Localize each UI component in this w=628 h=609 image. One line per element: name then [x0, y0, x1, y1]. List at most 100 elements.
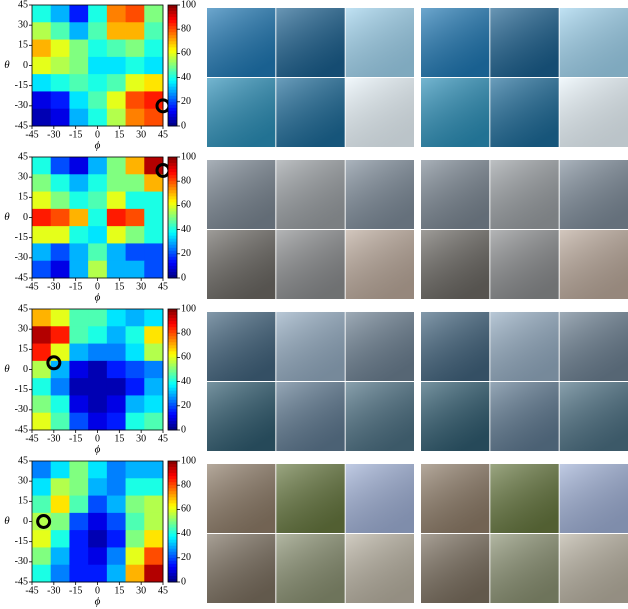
y-tick-label: 45: [18, 151, 28, 162]
colorbar-segment: [168, 421, 177, 424]
colorbar-segment: [168, 382, 177, 385]
heat-cell: [51, 226, 70, 244]
colorbar-segment: [168, 345, 177, 348]
heat-cell: [144, 243, 163, 261]
heat-cell: [69, 547, 88, 565]
heat-cell: [51, 378, 70, 396]
heat-cell: [88, 547, 107, 565]
colorbar-segment: [168, 254, 177, 257]
heat-cell: [32, 378, 51, 396]
colorbar-segment: [168, 187, 177, 190]
y-axis-label: θ: [4, 515, 10, 527]
colorbar-segment: [168, 248, 177, 251]
image-shade: [276, 312, 344, 381]
colorbar-tick-label: 100: [181, 151, 196, 162]
colorbar-segment: [168, 503, 177, 506]
heat-cell: [107, 192, 126, 210]
heat-cell: [88, 226, 107, 244]
image-shade: [490, 312, 558, 381]
colorbar-segment: [168, 50, 177, 53]
heat-cell: [126, 91, 145, 109]
heat-cell: [107, 226, 126, 244]
image-shade: [346, 312, 414, 381]
colorbar-segment: [168, 552, 177, 555]
image-shade: [276, 464, 344, 533]
heat-cell: [51, 74, 70, 92]
heat-cell: [69, 57, 88, 75]
heat-cell: [144, 565, 163, 583]
heat-cell: [69, 395, 88, 413]
heat-cell: [107, 530, 126, 548]
image-shade: [560, 534, 628, 603]
heat-cell: [32, 309, 51, 327]
colorbar-segment: [168, 196, 177, 199]
colorbar-segment: [168, 175, 177, 178]
heat-cell: [69, 530, 88, 548]
colorbar-segment: [168, 336, 177, 339]
heat-cell: [107, 309, 126, 327]
heat-cell: [32, 226, 51, 244]
colorbar-segment: [168, 5, 177, 8]
heat-cell: [144, 74, 163, 92]
colorbar-segment: [168, 160, 177, 163]
heat-cell: [144, 309, 163, 327]
heat-cell: [51, 344, 70, 362]
colorbar-tick-label: 60: [181, 504, 191, 515]
x-tick-label: -15: [69, 433, 82, 444]
colorbar-segment: [168, 348, 177, 351]
colorbar-segment: [168, 96, 177, 99]
y-axis-label: θ: [4, 363, 10, 375]
colorbar-segment: [168, 266, 177, 269]
heat-cell: [107, 91, 126, 109]
colorbar-segment: [168, 59, 177, 62]
heat-cell: [88, 413, 107, 431]
heat-cell: [88, 530, 107, 548]
image-shade: [560, 464, 628, 533]
heat-cell: [32, 91, 51, 109]
colorbar-segment: [168, 17, 177, 20]
heat-cell: [69, 226, 88, 244]
heat-cell: [51, 395, 70, 413]
x-tick-label: -30: [47, 281, 60, 292]
colorbar-segment: [168, 72, 177, 75]
image-shade: [276, 160, 344, 229]
heat-cell: [32, 157, 51, 175]
x-tick-label: -30: [47, 129, 60, 140]
colorbar-tick-label: 0: [181, 120, 186, 131]
colorbar-segment: [168, 424, 177, 427]
heat-cell: [88, 309, 107, 327]
heat-cell: [51, 57, 70, 75]
x-axis-label: ϕ: [95, 292, 101, 304]
colorbar-segment: [168, 549, 177, 552]
colorbar-segment: [168, 394, 177, 397]
heat-cell: [69, 5, 88, 23]
heat-cell: [126, 157, 145, 175]
heat-cell: [88, 513, 107, 531]
heat-cell: [107, 74, 126, 92]
y-tick-label: 45: [18, 455, 28, 466]
colorbar-tick-label: 40: [181, 72, 191, 83]
x-axis-label: ϕ: [95, 596, 101, 608]
colorbar-segment: [168, 363, 177, 366]
heat-cell: [32, 413, 51, 431]
colorbar-segment: [168, 354, 177, 357]
y-tick-label: -30: [15, 100, 28, 111]
colorbar-tick-label: 40: [181, 224, 191, 235]
colorbar-segment: [168, 26, 177, 29]
colorbar-segment: [168, 409, 177, 412]
colorbar-segment: [168, 242, 177, 245]
figure: -45-30-150153045-45-30-150153045ϕθ020406…: [0, 0, 628, 609]
colorbar-segment: [168, 546, 177, 549]
colorbar-segment: [168, 44, 177, 47]
x-tick-label: 30: [136, 433, 146, 444]
heat-cell: [51, 243, 70, 261]
heat-cell: [126, 496, 145, 514]
image-shade: [207, 160, 275, 229]
x-tick-label: -15: [69, 585, 82, 596]
image-shade: [490, 230, 558, 299]
colorbar-segment: [168, 373, 177, 376]
heat-cell: [107, 243, 126, 261]
colorbar-segment: [168, 84, 177, 87]
colorbar-segment: [168, 476, 177, 479]
heat-cell: [107, 395, 126, 413]
